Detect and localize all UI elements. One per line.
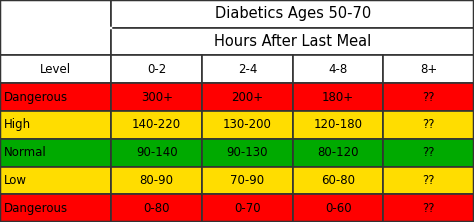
- Text: 8+: 8+: [420, 63, 438, 76]
- Text: Hours After Last Meal: Hours After Last Meal: [214, 34, 371, 49]
- Bar: [111, 83, 202, 111]
- Bar: [111, 166, 202, 194]
- Text: Dangerous: Dangerous: [4, 91, 68, 104]
- Text: 60-80: 60-80: [321, 174, 355, 187]
- Bar: [202, 194, 293, 222]
- Text: 80-90: 80-90: [140, 174, 174, 187]
- Bar: [0, 111, 111, 139]
- Bar: [383, 111, 474, 139]
- Text: 120-180: 120-180: [314, 118, 363, 131]
- Bar: [111, 111, 202, 139]
- Text: Normal: Normal: [4, 146, 46, 159]
- Bar: [383, 56, 474, 83]
- Text: 0-70: 0-70: [234, 202, 261, 215]
- Bar: [293, 111, 383, 139]
- Text: 180+: 180+: [322, 91, 354, 104]
- Text: 80-120: 80-120: [317, 146, 359, 159]
- Bar: [383, 83, 474, 111]
- Bar: [0, 139, 111, 166]
- Text: Dangerous: Dangerous: [4, 202, 68, 215]
- Bar: [111, 28, 474, 56]
- Text: Diabetics Ages 50-70: Diabetics Ages 50-70: [215, 6, 371, 21]
- Bar: [0, 0, 111, 28]
- Bar: [111, 139, 202, 166]
- Text: ??: ??: [422, 91, 435, 104]
- Bar: [293, 194, 383, 222]
- Bar: [0, 28, 111, 56]
- Bar: [202, 111, 293, 139]
- Text: 140-220: 140-220: [132, 118, 181, 131]
- Text: 70-90: 70-90: [230, 174, 264, 187]
- Text: 300+: 300+: [141, 91, 173, 104]
- Bar: [202, 139, 293, 166]
- Bar: [293, 166, 383, 194]
- Text: 130-200: 130-200: [223, 118, 272, 131]
- Text: High: High: [4, 118, 31, 131]
- Bar: [383, 194, 474, 222]
- Bar: [111, 56, 202, 83]
- Text: 4-8: 4-8: [328, 63, 348, 76]
- Bar: [293, 139, 383, 166]
- Text: ??: ??: [422, 202, 435, 215]
- Text: 90-130: 90-130: [227, 146, 268, 159]
- Bar: [0, 56, 111, 83]
- Text: Low: Low: [4, 174, 27, 187]
- Text: ??: ??: [422, 146, 435, 159]
- Bar: [111, 0, 474, 28]
- Bar: [293, 56, 383, 83]
- Text: 90-140: 90-140: [136, 146, 178, 159]
- Bar: [0, 194, 111, 222]
- Text: 0-60: 0-60: [325, 202, 351, 215]
- Bar: [0, 83, 111, 111]
- Bar: [383, 139, 474, 166]
- Text: 0-2: 0-2: [147, 63, 166, 76]
- Text: Level: Level: [40, 63, 71, 76]
- Text: ??: ??: [422, 174, 435, 187]
- Bar: [293, 83, 383, 111]
- Bar: [111, 194, 202, 222]
- Text: 0-80: 0-80: [144, 202, 170, 215]
- Text: ??: ??: [422, 118, 435, 131]
- Text: 2-4: 2-4: [238, 63, 257, 76]
- Bar: [202, 83, 293, 111]
- Bar: [202, 166, 293, 194]
- Bar: [383, 166, 474, 194]
- Text: 200+: 200+: [231, 91, 264, 104]
- Bar: [202, 56, 293, 83]
- Bar: [0, 166, 111, 194]
